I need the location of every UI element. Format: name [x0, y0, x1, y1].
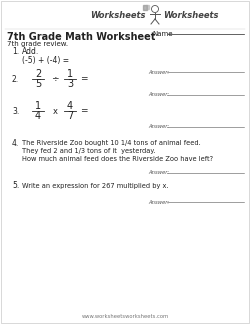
Text: (-5) + (-4) =: (-5) + (-4) =	[22, 56, 69, 65]
Text: How much animal feed does the Riverside Zoo have left?: How much animal feed does the Riverside …	[22, 156, 213, 162]
Text: 4: 4	[67, 101, 73, 111]
Text: The Riverside Zoo bought 10 1/4 tons of animal feed.: The Riverside Zoo bought 10 1/4 tons of …	[22, 140, 201, 146]
Text: 5: 5	[35, 79, 41, 89]
Text: 3: 3	[67, 79, 73, 89]
Text: Answer:: Answer:	[148, 92, 169, 98]
Text: 4.: 4.	[12, 138, 19, 147]
Text: 7: 7	[67, 111, 73, 121]
Polygon shape	[146, 5, 149, 9]
Text: =: =	[80, 107, 88, 115]
Text: 2.: 2.	[12, 75, 19, 84]
Text: Answer:: Answer:	[148, 124, 169, 130]
Text: Write an expression for 267 multiplied by x.: Write an expression for 267 multiplied b…	[22, 183, 169, 189]
Text: 2: 2	[35, 69, 41, 79]
Text: Worksheets: Worksheets	[163, 10, 218, 19]
Text: Worksheets: Worksheets	[90, 10, 146, 19]
Text: 1: 1	[67, 69, 73, 79]
Text: 1: 1	[35, 101, 41, 111]
Text: 5.: 5.	[12, 181, 19, 191]
Text: Answer:: Answer:	[148, 70, 169, 75]
Text: Name: Name	[152, 31, 172, 37]
Polygon shape	[143, 5, 147, 10]
Text: 7th grade review.: 7th grade review.	[7, 41, 68, 47]
Text: ÷: ÷	[51, 75, 59, 84]
Text: 4: 4	[35, 111, 41, 121]
Text: 7th Grade Math Worksheet: 7th Grade Math Worksheet	[7, 32, 156, 42]
Text: They fed 2 and 1/3 tons of it  yesterday.: They fed 2 and 1/3 tons of it yesterday.	[22, 148, 156, 154]
Text: Answer:: Answer:	[148, 170, 169, 176]
Text: www.worksheetsworksheets.com: www.worksheetsworksheets.com	[82, 314, 168, 318]
Text: 1.: 1.	[12, 48, 19, 56]
Text: 3.: 3.	[12, 107, 19, 115]
Text: Answer:: Answer:	[148, 200, 169, 204]
Text: x: x	[52, 107, 58, 115]
Text: =: =	[80, 75, 88, 84]
Text: Add.: Add.	[22, 48, 39, 56]
